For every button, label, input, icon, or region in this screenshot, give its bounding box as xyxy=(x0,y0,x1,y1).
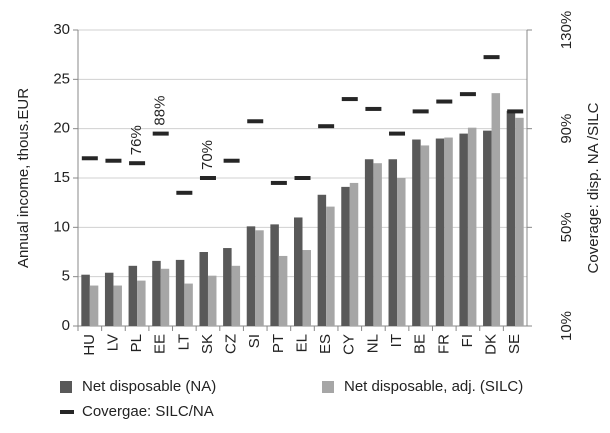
x-tick-label: CY xyxy=(341,334,358,355)
y-tick-label: 10 xyxy=(53,218,70,235)
coverage-marker xyxy=(436,99,453,104)
x-tick-label: SE xyxy=(506,334,523,354)
bar xyxy=(491,93,501,326)
coverage-marker xyxy=(270,180,287,185)
bar xyxy=(104,272,114,326)
y-tick-label: 5 xyxy=(62,268,70,285)
coverage-marker xyxy=(389,131,406,136)
coverage-marker xyxy=(81,156,98,161)
bar xyxy=(128,265,138,326)
y-tick-label: 25 xyxy=(53,70,70,87)
legend-label: Net disposable (NA) xyxy=(82,378,216,395)
coverage-marker xyxy=(223,158,240,163)
bar xyxy=(255,230,264,326)
bar xyxy=(223,248,232,326)
bar xyxy=(113,285,122,326)
bar xyxy=(435,138,445,326)
legend-label: Net disposable, adj. (SILC) xyxy=(344,378,523,395)
coverage-marker xyxy=(176,190,193,195)
bar xyxy=(364,159,374,326)
x-tick-label: PT xyxy=(270,334,287,353)
bar xyxy=(326,206,335,326)
coverage-marker xyxy=(341,97,358,102)
bar xyxy=(152,260,161,326)
bar xyxy=(89,285,99,326)
x-tick-label: EL xyxy=(293,334,310,352)
bar xyxy=(81,274,90,326)
y2-tick-label: 10% xyxy=(558,311,575,341)
bar xyxy=(373,163,382,326)
bar xyxy=(397,178,406,326)
y-tick-label: 15 xyxy=(53,169,70,186)
legend-swatch xyxy=(60,381,72,393)
coverage-marker xyxy=(483,55,500,60)
legend-swatch xyxy=(322,381,334,393)
bar xyxy=(294,217,303,326)
bar xyxy=(231,265,241,326)
bar xyxy=(349,182,359,326)
bar xyxy=(184,283,193,326)
x-tick-label: DK xyxy=(483,334,500,355)
y-tick-label: 20 xyxy=(53,120,70,137)
x-tick-label: BE xyxy=(412,334,429,354)
x-tick-label: LT xyxy=(175,334,192,350)
x-tick-label: LV xyxy=(104,334,121,351)
y2-axis-title: Coverage: disp. NA /SILC xyxy=(585,102,602,273)
x-tick-label: ES xyxy=(317,334,334,354)
coverage-marker xyxy=(247,119,264,124)
bar xyxy=(388,159,398,326)
bar xyxy=(506,110,516,326)
bar xyxy=(444,137,453,326)
bar xyxy=(420,145,430,326)
coverage-marker xyxy=(199,176,216,180)
bar xyxy=(412,139,421,326)
data-label: 70% xyxy=(199,140,216,170)
bar xyxy=(246,226,256,326)
x-tick-label: CZ xyxy=(223,334,240,354)
bar xyxy=(459,133,468,326)
coverage-marker xyxy=(129,161,146,166)
bar xyxy=(175,259,185,326)
y-tick-label: 0 xyxy=(62,317,70,334)
y-axis-title: Annual income, thous.EUR xyxy=(15,88,32,268)
bar xyxy=(160,268,170,326)
x-tick-label: EE xyxy=(152,334,169,354)
x-tick-label: SI xyxy=(246,334,263,348)
bar xyxy=(137,280,146,326)
legend-swatch xyxy=(60,410,74,414)
bar xyxy=(317,194,327,326)
bar xyxy=(515,117,524,327)
bar xyxy=(467,127,477,327)
bar xyxy=(207,275,217,326)
y2-tick-label: 130% xyxy=(558,11,575,49)
coverage-marker xyxy=(152,131,169,136)
coverage-marker xyxy=(365,106,382,111)
x-tick-label: FI xyxy=(459,334,476,347)
bar xyxy=(341,186,350,326)
coverage-marker xyxy=(318,124,335,129)
bar xyxy=(270,224,279,326)
coverage-marker xyxy=(294,176,311,180)
y2-tick-label: 90% xyxy=(558,114,575,144)
legend-label: Covergae: SILC/NA xyxy=(82,403,214,420)
coverage-marker xyxy=(412,109,429,114)
bar xyxy=(302,250,311,326)
x-tick-label: FR xyxy=(435,334,452,354)
coverage-marker xyxy=(459,92,476,97)
bar xyxy=(199,252,208,326)
coverage-marker xyxy=(105,158,122,163)
data-label: 76% xyxy=(128,125,145,155)
x-tick-label: PL xyxy=(128,334,145,352)
x-tick-label: NL xyxy=(364,334,381,353)
y2-tick-label: 50% xyxy=(558,212,575,242)
coverage-marker xyxy=(507,109,524,114)
data-label: 88% xyxy=(152,96,169,126)
x-tick-label: IT xyxy=(388,334,405,347)
x-tick-label: SK xyxy=(199,334,216,354)
y-tick-label: 30 xyxy=(53,21,70,38)
bar xyxy=(483,130,492,326)
bar xyxy=(278,255,288,326)
x-tick-label: HU xyxy=(81,334,98,356)
